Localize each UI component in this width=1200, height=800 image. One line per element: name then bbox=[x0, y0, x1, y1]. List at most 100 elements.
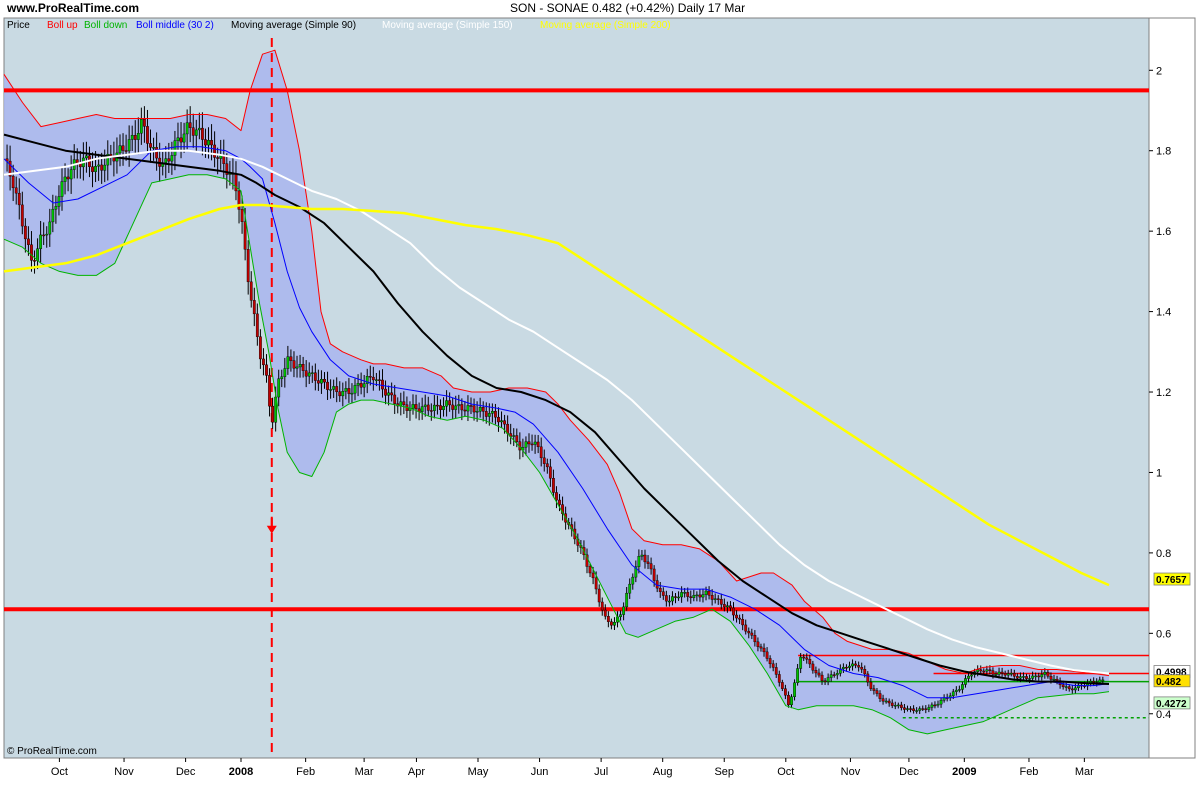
candle-body bbox=[759, 646, 763, 649]
candle-body bbox=[1006, 673, 1010, 676]
candle-body bbox=[606, 616, 610, 622]
candle-body bbox=[661, 591, 665, 596]
legend-ma200: Moving average (Simple 200) bbox=[540, 20, 671, 31]
candle-body bbox=[481, 407, 485, 412]
candle-body bbox=[265, 364, 268, 376]
candle-body bbox=[130, 135, 134, 140]
candle-body bbox=[143, 119, 146, 127]
candle-body bbox=[951, 691, 955, 697]
candle-body bbox=[30, 244, 33, 261]
candle-body bbox=[204, 139, 207, 146]
candle-body bbox=[448, 400, 452, 406]
x-tick-label: Aug bbox=[653, 766, 673, 778]
candle-body bbox=[179, 137, 183, 143]
candle-body bbox=[719, 599, 723, 605]
candle-body bbox=[545, 463, 549, 468]
candle-body bbox=[1046, 672, 1050, 677]
series-boll-middle[interactable] bbox=[3, 146, 1110, 699]
y-tick-label: 0.4 bbox=[1156, 709, 1171, 721]
candle-body bbox=[1037, 675, 1041, 678]
candle-body bbox=[780, 682, 784, 689]
candle-body bbox=[820, 674, 824, 681]
candle-body bbox=[964, 678, 967, 685]
candle-body bbox=[124, 150, 128, 152]
candle-body bbox=[1049, 675, 1053, 680]
candle-body bbox=[384, 388, 387, 396]
candle-body bbox=[94, 166, 97, 172]
candle-body bbox=[539, 446, 543, 459]
candle-body bbox=[1009, 673, 1013, 675]
candle-body bbox=[997, 671, 1001, 675]
candle-body bbox=[982, 670, 986, 673]
candle-body bbox=[414, 404, 418, 409]
y-tick-label: 0.8 bbox=[1156, 548, 1171, 560]
candle-body bbox=[646, 561, 650, 564]
candle-body bbox=[313, 372, 317, 381]
candle-body bbox=[814, 670, 818, 674]
candle-body bbox=[100, 164, 104, 171]
y-tick-label: 1 bbox=[1156, 467, 1162, 479]
legend-ma150: Moving average (Simple 150) bbox=[382, 20, 513, 31]
x-tick-label: Nov bbox=[114, 766, 134, 778]
candle-body bbox=[976, 669, 980, 672]
x-tick-label: Feb bbox=[1019, 766, 1038, 778]
candle-body bbox=[625, 592, 629, 608]
candle-body bbox=[484, 411, 488, 417]
candle-body bbox=[643, 554, 647, 563]
candle-body bbox=[237, 190, 241, 210]
legend-boll-middle: Boll middle (30 2) bbox=[136, 20, 214, 31]
candle-body bbox=[918, 708, 922, 711]
candle-body bbox=[23, 225, 27, 240]
candle-body bbox=[167, 158, 171, 162]
candle-body bbox=[979, 669, 983, 672]
candle-body bbox=[799, 656, 803, 669]
series-boll-down[interactable] bbox=[3, 174, 1110, 735]
candle-body bbox=[341, 391, 345, 397]
candle-body bbox=[268, 375, 271, 407]
candle-body bbox=[106, 153, 110, 166]
x-tick-label: Jul bbox=[594, 766, 608, 778]
candle-body bbox=[787, 694, 790, 706]
candle-body bbox=[103, 164, 107, 171]
x-tick-label: Dec bbox=[176, 766, 196, 778]
candle-body bbox=[127, 139, 131, 152]
site-label[interactable]: www.ProRealTime.com bbox=[6, 1, 139, 15]
series-ma150[interactable] bbox=[3, 149, 1110, 675]
candle-body bbox=[390, 392, 394, 396]
candle-body bbox=[173, 140, 177, 156]
candle-body bbox=[515, 435, 519, 442]
candle-body bbox=[133, 135, 137, 140]
series-ma90[interactable] bbox=[3, 133, 1110, 685]
candle-body bbox=[66, 176, 70, 180]
candle-body bbox=[335, 386, 339, 393]
candle-body bbox=[1028, 678, 1031, 680]
candle-body bbox=[136, 133, 140, 140]
candle-body bbox=[262, 358, 265, 366]
candle-body bbox=[246, 249, 250, 283]
series-ma200[interactable] bbox=[3, 203, 1110, 587]
candle-body bbox=[316, 380, 320, 384]
candle-body bbox=[808, 659, 812, 665]
candle-body bbox=[710, 595, 714, 600]
candle-body bbox=[698, 594, 702, 598]
candle-body bbox=[1101, 679, 1105, 682]
candle-body bbox=[411, 404, 415, 409]
candle-body bbox=[725, 605, 729, 608]
candle-body bbox=[680, 592, 684, 598]
candle-body bbox=[878, 693, 882, 699]
candle-body bbox=[552, 478, 555, 493]
y-tick-label: 1.4 bbox=[1156, 307, 1171, 319]
candle-body bbox=[930, 704, 934, 708]
value-badge-text: 0.4998 bbox=[1156, 668, 1187, 679]
candle-body bbox=[197, 127, 201, 131]
candle-body bbox=[436, 404, 439, 407]
candle-body bbox=[1022, 676, 1025, 678]
candle-body bbox=[420, 406, 424, 412]
candle-body bbox=[613, 621, 616, 626]
candle-body bbox=[811, 663, 815, 671]
candle-body bbox=[326, 381, 329, 390]
candle-body bbox=[487, 413, 491, 417]
candle-body bbox=[903, 707, 906, 710]
candle-body bbox=[753, 635, 757, 643]
candle-body bbox=[722, 604, 726, 608]
